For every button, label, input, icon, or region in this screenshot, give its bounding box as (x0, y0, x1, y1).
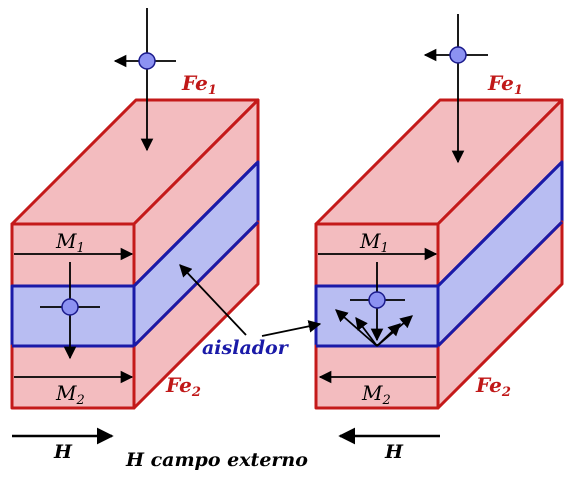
label-m1-right: M1 (359, 229, 389, 256)
label-fe1-left: Fe1 (181, 71, 217, 98)
caption: H campo externo (125, 449, 308, 471)
aislador-pointer-right (261, 320, 322, 337)
aislador-pointer-left (179, 264, 247, 336)
label-m1-left: M1 (55, 229, 85, 256)
label-fe1-right: Fe1 (487, 71, 523, 98)
left-junction (10, 8, 260, 410)
label-aislador: aislador (202, 337, 290, 359)
left-front-fe1 (10, 222, 136, 288)
right-scatter-arrow-4 (376, 315, 413, 347)
label-h-right: H (384, 441, 404, 463)
label-m2-left: M2 (55, 381, 85, 408)
right-top-electron (449, 46, 467, 64)
right-junction (314, 14, 564, 410)
label-fe2-right: Fe2 (475, 373, 511, 400)
right-electron (368, 291, 386, 309)
left-electron (61, 298, 79, 316)
label-m2-right: M2 (361, 381, 391, 408)
left-top-electron (138, 52, 156, 70)
left-front-insulator (10, 284, 136, 348)
label-fe2-left: Fe2 (165, 373, 201, 400)
right-front-fe1 (314, 222, 440, 288)
label-h-left: H (53, 441, 73, 463)
